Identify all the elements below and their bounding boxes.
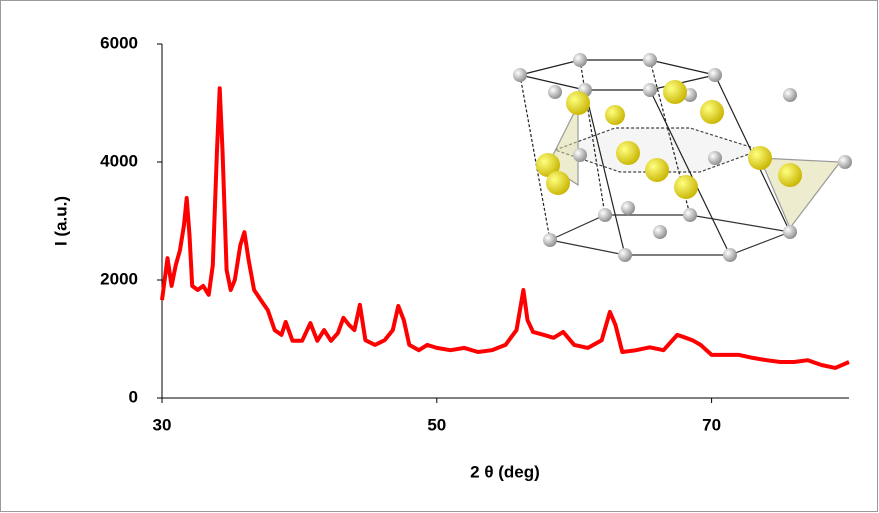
chart: I (a.u.) 2 θ (deg) 0 2000 4000 6000 30 50 70: [0, 0, 879, 513]
y-tick-label: 0: [129, 387, 138, 406]
y-axis-label: I (a.u.): [51, 196, 70, 246]
y-tick-label: 6000: [100, 33, 138, 52]
y-tick-label: 4000: [100, 151, 138, 170]
frame: [1, 1, 878, 512]
x-tick-label: 50: [427, 415, 446, 434]
x-axis-label: 2 θ (deg): [470, 462, 540, 481]
x-tick-label: 70: [702, 415, 721, 434]
x-tick-label: 30: [153, 415, 172, 434]
y-tick-label: 2000: [100, 269, 138, 288]
